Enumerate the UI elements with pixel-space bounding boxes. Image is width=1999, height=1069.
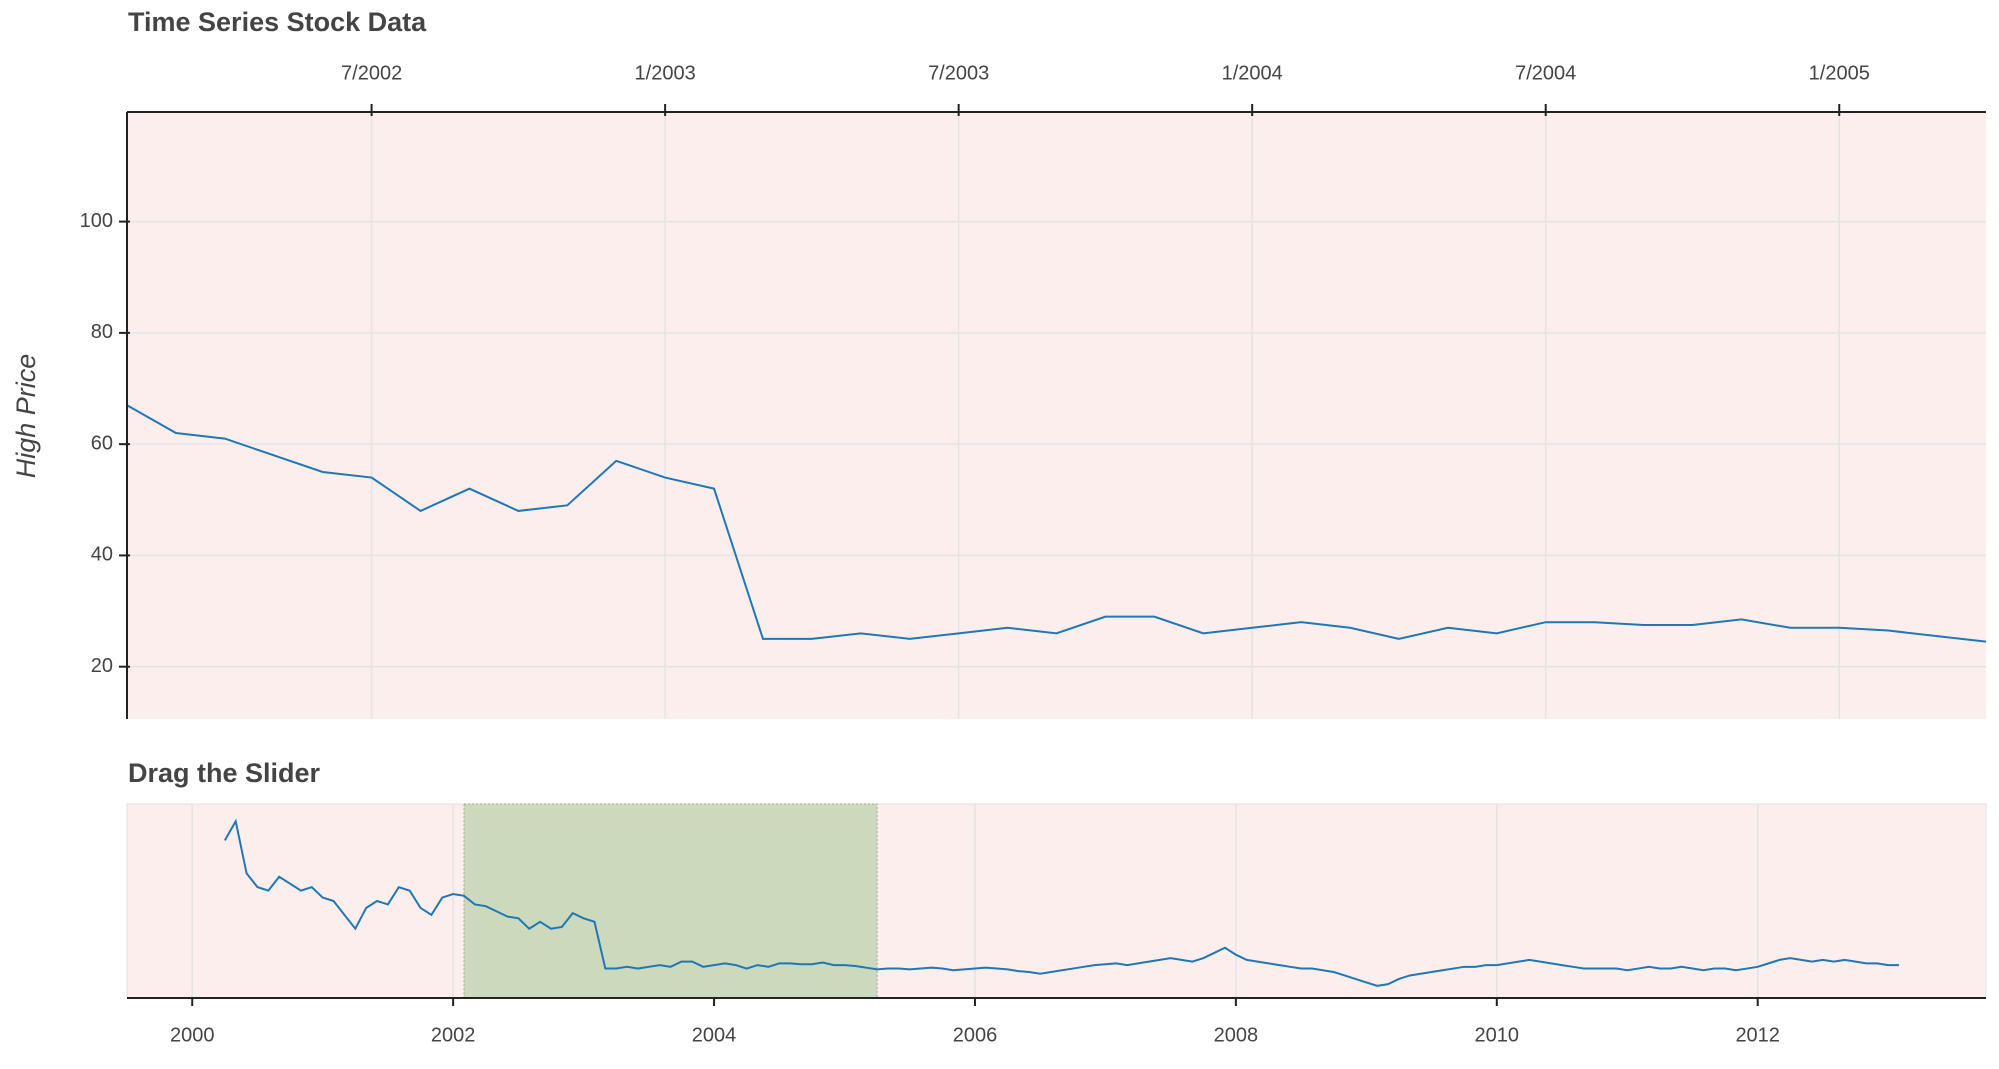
chart-title: Drag the Slider — [128, 758, 321, 788]
x-tick-label: 2008 — [1214, 1024, 1259, 1046]
y-tick-label: 40 — [91, 544, 113, 566]
price-line — [223, 818, 1900, 987]
x-tick-label: 7/2004 — [1515, 62, 1576, 84]
x-tick-label: 2000 — [170, 1024, 215, 1046]
x-tick-label: 1/2005 — [1809, 62, 1870, 84]
x-tick-label: 2012 — [1735, 1024, 1780, 1046]
x-tick-label: 7/2003 — [928, 62, 989, 84]
chart-title: Time Series Stock Data — [128, 7, 427, 37]
plot-background — [126, 803, 1987, 999]
range-selection[interactable] — [463, 803, 878, 999]
y-tick-label: 100 — [80, 210, 113, 232]
x-tick-label: 1/2003 — [635, 62, 696, 84]
series-group — [223, 818, 1900, 987]
x-tick-label: 2002 — [431, 1024, 476, 1046]
y-axis-label: High Price — [11, 354, 41, 479]
x-tick-label: 7/2002 — [341, 62, 402, 84]
price-line — [127, 404, 1986, 643]
y-tick-label: 20 — [91, 655, 113, 677]
x-tick-label: 2004 — [692, 1024, 737, 1046]
x-tick-label: 1/2004 — [1222, 62, 1283, 84]
plot-background — [127, 112, 1986, 719]
series-group — [127, 404, 1986, 643]
y-tick-label: 80 — [91, 321, 113, 343]
y-tick-label: 60 — [91, 432, 113, 454]
x-tick-label: 2006 — [953, 1024, 998, 1046]
x-tick-label: 2010 — [1475, 1024, 1520, 1046]
